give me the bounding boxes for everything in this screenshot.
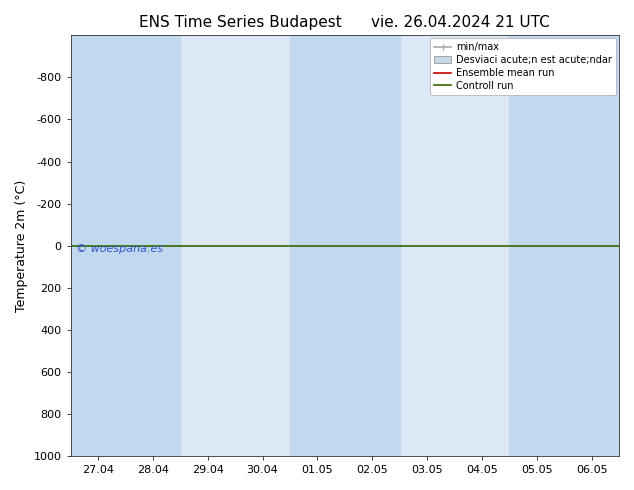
Bar [564,35,619,456]
Bar [290,35,345,456]
Bar [345,35,399,456]
Y-axis label: Temperature 2m (°C): Temperature 2m (°C) [15,179,28,312]
Bar [509,35,564,456]
Legend: min/max, Desviaci acute;n est acute;ndar, Ensemble mean run, Controll run: min/max, Desviaci acute;n est acute;ndar… [430,38,616,95]
Text: © woespana.es: © woespana.es [76,244,163,253]
Title: ENS Time Series Budapest      vie. 26.04.2024 21 UTC: ENS Time Series Budapest vie. 26.04.2024… [139,15,550,30]
Bar [70,35,126,456]
Bar [126,35,180,456]
